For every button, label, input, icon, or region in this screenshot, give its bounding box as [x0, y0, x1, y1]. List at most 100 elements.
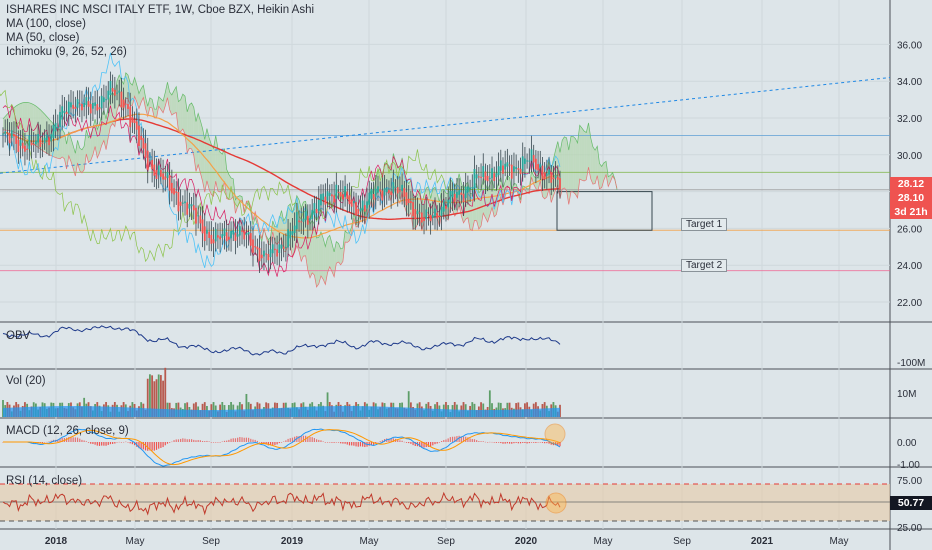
candle-body[interactable] — [179, 201, 182, 206]
candle-body[interactable] — [442, 200, 445, 212]
candle-body[interactable] — [484, 171, 487, 181]
ichimoku-span-b-line[interactable] — [2, 95, 618, 288]
macd-histogram-bar[interactable] — [263, 442, 265, 444]
candle-body[interactable] — [315, 208, 318, 214]
macd-histogram-bar[interactable] — [171, 441, 173, 443]
macd-histogram-bar[interactable] — [298, 436, 300, 442]
macd-histogram-bar[interactable] — [451, 436, 454, 442]
macd-histogram-bar[interactable] — [526, 442, 528, 444]
candle-body[interactable] — [517, 168, 520, 170]
candle-body[interactable] — [418, 212, 421, 214]
candle-body[interactable] — [4, 131, 7, 134]
candle-body[interactable] — [105, 99, 107, 101]
obv-pane-title[interactable]: OBV — [6, 330, 31, 342]
macd-histogram-bar[interactable] — [478, 441, 480, 442]
macd-histogram-bar[interactable] — [408, 442, 410, 444]
macd-histogram-bar[interactable] — [175, 439, 177, 442]
candle-body[interactable] — [473, 168, 476, 188]
candle-body[interactable] — [401, 184, 404, 191]
candle-body[interactable] — [537, 164, 539, 171]
candle-body[interactable] — [293, 225, 296, 233]
macd-histogram-bar[interactable] — [103, 442, 105, 446]
candle-body[interactable] — [241, 230, 243, 232]
candle-body[interactable] — [78, 103, 81, 105]
candle-body[interactable] — [129, 106, 132, 128]
candle-body[interactable] — [223, 228, 226, 236]
candle-body[interactable] — [506, 162, 509, 167]
candle-body[interactable] — [247, 232, 250, 235]
candle-body[interactable] — [157, 165, 160, 175]
macd-histogram-bar[interactable] — [541, 442, 544, 443]
macd-histogram-bar[interactable] — [357, 442, 359, 447]
macd-histogram-bar[interactable] — [245, 437, 248, 442]
macd-histogram-bar[interactable] — [443, 440, 445, 442]
macd-histogram-bar[interactable] — [333, 442, 335, 443]
macd-histogram-bar[interactable] — [151, 442, 153, 451]
candle-body[interactable] — [67, 101, 70, 113]
candle-body[interactable] — [524, 158, 526, 164]
macd-histogram-bar[interactable] — [362, 442, 364, 447]
volume-bar[interactable] — [221, 402, 224, 417]
macd-histogram-bar[interactable] — [342, 442, 344, 444]
macd-histogram-bar[interactable] — [239, 437, 241, 442]
candle-body[interactable] — [21, 142, 24, 149]
macd-histogram-bar[interactable] — [276, 442, 278, 445]
macd-histogram-bar[interactable] — [322, 441, 324, 442]
macd-histogram-bar[interactable] — [294, 436, 296, 442]
macd-histogram-bar[interactable] — [482, 441, 484, 442]
candle-body[interactable] — [54, 122, 57, 132]
candle-body[interactable] — [366, 201, 368, 209]
macd-histogram-bar[interactable] — [353, 442, 355, 446]
candle-body[interactable] — [552, 177, 555, 180]
candle-body[interactable] — [515, 167, 518, 169]
candle-body[interactable] — [184, 201, 186, 204]
macd-histogram-bar[interactable] — [313, 438, 315, 442]
candle-body[interactable] — [113, 89, 116, 96]
macd-histogram-bar[interactable] — [61, 438, 63, 442]
candle-body[interactable] — [151, 159, 154, 170]
macd-histogram-bar[interactable] — [269, 442, 272, 446]
candle-body[interactable] — [357, 208, 360, 214]
macd-signal-line[interactable] — [3, 429, 561, 466]
volume-bar[interactable] — [488, 390, 491, 417]
candle-body[interactable] — [335, 184, 338, 199]
macd-histogram-bar[interactable] — [287, 438, 289, 442]
candle-body[interactable] — [370, 189, 373, 199]
macd-histogram-bar[interactable] — [116, 442, 118, 443]
candle-body[interactable] — [87, 101, 90, 107]
candle-body[interactable] — [464, 186, 467, 198]
macd-histogram-bar[interactable] — [513, 442, 515, 444]
macd-histogram-bar[interactable] — [544, 442, 546, 444]
macd-histogram-bar[interactable] — [68, 436, 70, 442]
candle-body[interactable] — [510, 164, 513, 179]
candle-body[interactable] — [85, 97, 88, 106]
candle-body[interactable] — [236, 234, 239, 237]
macd-histogram-bar[interactable] — [528, 442, 530, 444]
candle-body[interactable] — [254, 246, 257, 248]
candle-body[interactable] — [199, 215, 202, 224]
candle-body[interactable] — [118, 90, 121, 93]
candle-body[interactable] — [74, 106, 77, 109]
target-2-label[interactable]: Target 2 — [681, 259, 728, 272]
candle-body[interactable] — [466, 186, 469, 193]
macd-histogram-bar[interactable] — [502, 442, 504, 444]
macd-histogram-bar[interactable] — [397, 439, 399, 442]
macd-histogram-bar[interactable] — [434, 442, 436, 445]
macd-histogram-bar[interactable] — [219, 442, 221, 443]
candle-body[interactable] — [188, 203, 191, 209]
candle-body[interactable] — [267, 253, 270, 261]
macd-histogram-bar[interactable] — [182, 438, 184, 442]
candle-body[interactable] — [543, 172, 546, 180]
candle-body[interactable] — [72, 104, 75, 109]
candle-body[interactable] — [469, 187, 471, 190]
candle-body[interactable] — [227, 236, 230, 240]
macd-histogram-bar[interactable] — [530, 442, 533, 443]
macd-histogram-bar[interactable] — [241, 437, 243, 442]
candle-body[interactable] — [280, 244, 283, 249]
candle-body[interactable] — [545, 173, 548, 176]
macd-histogram-bar[interactable] — [160, 442, 162, 448]
candle-body[interactable] — [436, 212, 439, 219]
candle-body[interactable] — [482, 166, 485, 177]
candle-body[interactable] — [339, 191, 342, 197]
macd-histogram-bar[interactable] — [114, 442, 116, 444]
